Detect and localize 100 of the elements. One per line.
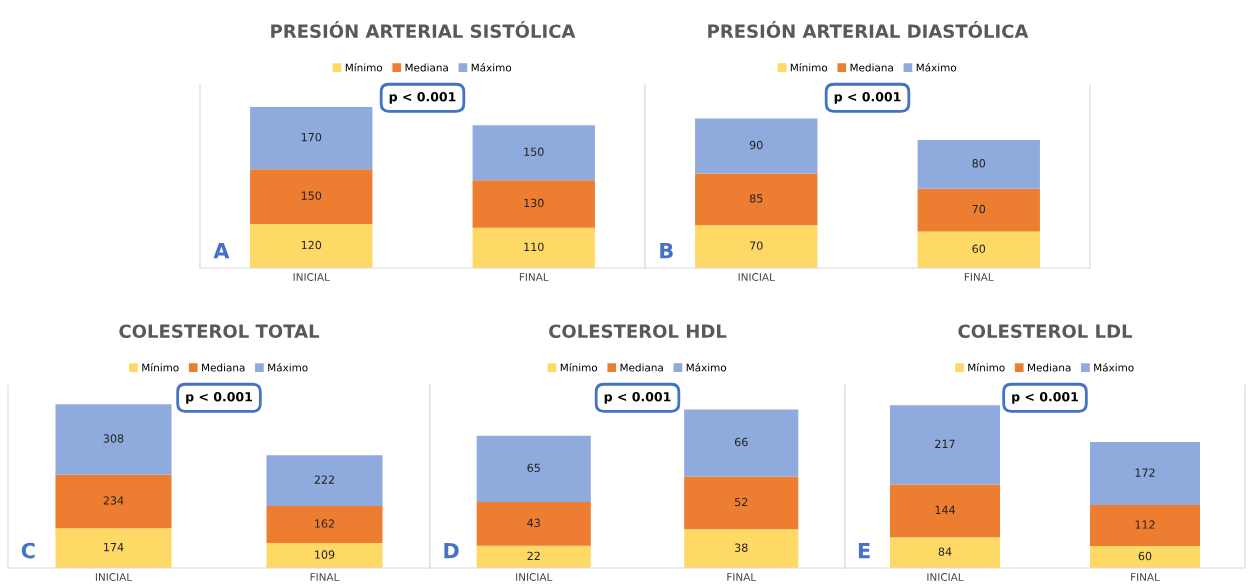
data-label: 22 [527,551,540,560]
bar [1090,442,1200,506]
annotation: p < 0.001 [186,391,252,404]
x-tick-label: FINAL [727,573,757,581]
annotation: D [444,542,459,559]
chart-title: COLESTEROL TOTAL [119,324,320,339]
data-label: 90 [749,140,763,150]
bar [476,545,591,568]
legend-label: Mediana [620,363,663,372]
data-label: 234 [103,496,124,505]
data-label: 120 [301,240,322,250]
x-tick-label: FINAL [964,273,994,281]
legend-label: Máximo [1094,363,1134,372]
data-label: 52 [735,497,748,507]
legend-label: Mediana [850,63,893,72]
bar [55,404,172,475]
bar [266,455,383,507]
bar [695,118,818,174]
x-tick-label: INICIAL [738,273,775,281]
bar [55,528,172,568]
data-label: 170 [301,132,322,142]
legend-label: Mínimo [142,363,179,372]
data-label: 43 [527,518,540,527]
data-label: 217 [935,439,955,448]
data-label: 60 [972,244,986,253]
x-tick-label: INICIAL [293,273,330,281]
data-label: 112 [1135,520,1155,529]
legend-label: Máximo [268,363,308,372]
legend-label: Mediana [1028,363,1071,372]
data-label: 174 [104,543,124,552]
data-label: 109 [315,550,335,559]
legend-label: Mínimo [790,63,828,72]
bar [695,225,818,268]
data-label: 80 [972,159,986,168]
x-tick-label: INICIAL [927,573,964,581]
x-tick-label: INICIAL [516,573,553,581]
bar [476,501,591,546]
annotation: p < 0.001 [389,91,456,104]
data-label: 150 [301,191,322,200]
bar [472,227,595,268]
data-label: 65 [527,463,540,473]
legend-label: Máximo [686,363,727,372]
legend-label: Máximo [916,63,957,72]
data-label: 222 [314,475,334,484]
data-label: 308 [103,434,124,443]
bar [890,484,1000,538]
legend-label: Mínimo [345,63,383,72]
data-label: 84 [938,547,952,556]
data-label: 60 [1138,551,1152,561]
annotation: C [21,542,35,559]
legend-label: Mediana [202,363,245,372]
data-label: 130 [524,198,544,208]
bar [266,543,383,568]
x-tick-label: FINAL [1131,573,1160,581]
bar [917,231,1040,268]
legend-label: Mediana [405,63,448,72]
annotation: p < 0.001 [834,91,901,104]
bar [684,409,799,477]
bar [266,506,383,544]
data-label: 66 [734,437,748,447]
bar [917,188,1040,232]
bar [250,224,373,268]
chart-title: PRESIÓN ARTERIAL SISTÓLICA [271,21,576,39]
annotation: p < 0.001 [604,391,671,404]
data-label: 150 [524,147,544,156]
data-label: 85 [749,194,763,203]
x-tick-label: INICIAL [95,573,133,581]
bar [890,405,1000,485]
legend-label: Mínimo [560,363,598,372]
bar [695,173,818,226]
bar [684,529,799,568]
data-label: 144 [935,505,955,514]
bar [917,139,1040,189]
x-tick-label: FINAL [310,573,340,581]
bar [476,435,591,502]
annotation: B [660,242,673,259]
annotation: E [858,542,870,559]
x-tick-label: FINAL [519,273,549,281]
data-label: 162 [315,519,334,528]
legend-label: Máximo [471,63,512,72]
chart-title: PRESIÓN ARTERIAL DIASTÓLICA [708,21,1029,39]
bar [250,106,373,170]
bar [55,474,172,529]
data-label: 172 [1135,468,1155,477]
annotation: A [213,242,230,259]
bar [1090,505,1200,547]
data-label: 70 [972,204,986,214]
legend-label: Mínimo [968,363,1005,372]
bar [250,169,373,225]
data-label: 70 [750,241,763,250]
bar [472,180,595,228]
bar [684,476,799,530]
chart-title: COLESTEROL HDL [549,324,727,339]
chart-title: COLESTEROL LDL [958,324,1133,339]
annotation: p < 0.001 [1012,391,1078,404]
data-label: 110 [524,242,544,252]
bar [890,537,1000,568]
bar [472,125,595,181]
bar [1090,546,1200,568]
data-label: 38 [735,543,748,552]
